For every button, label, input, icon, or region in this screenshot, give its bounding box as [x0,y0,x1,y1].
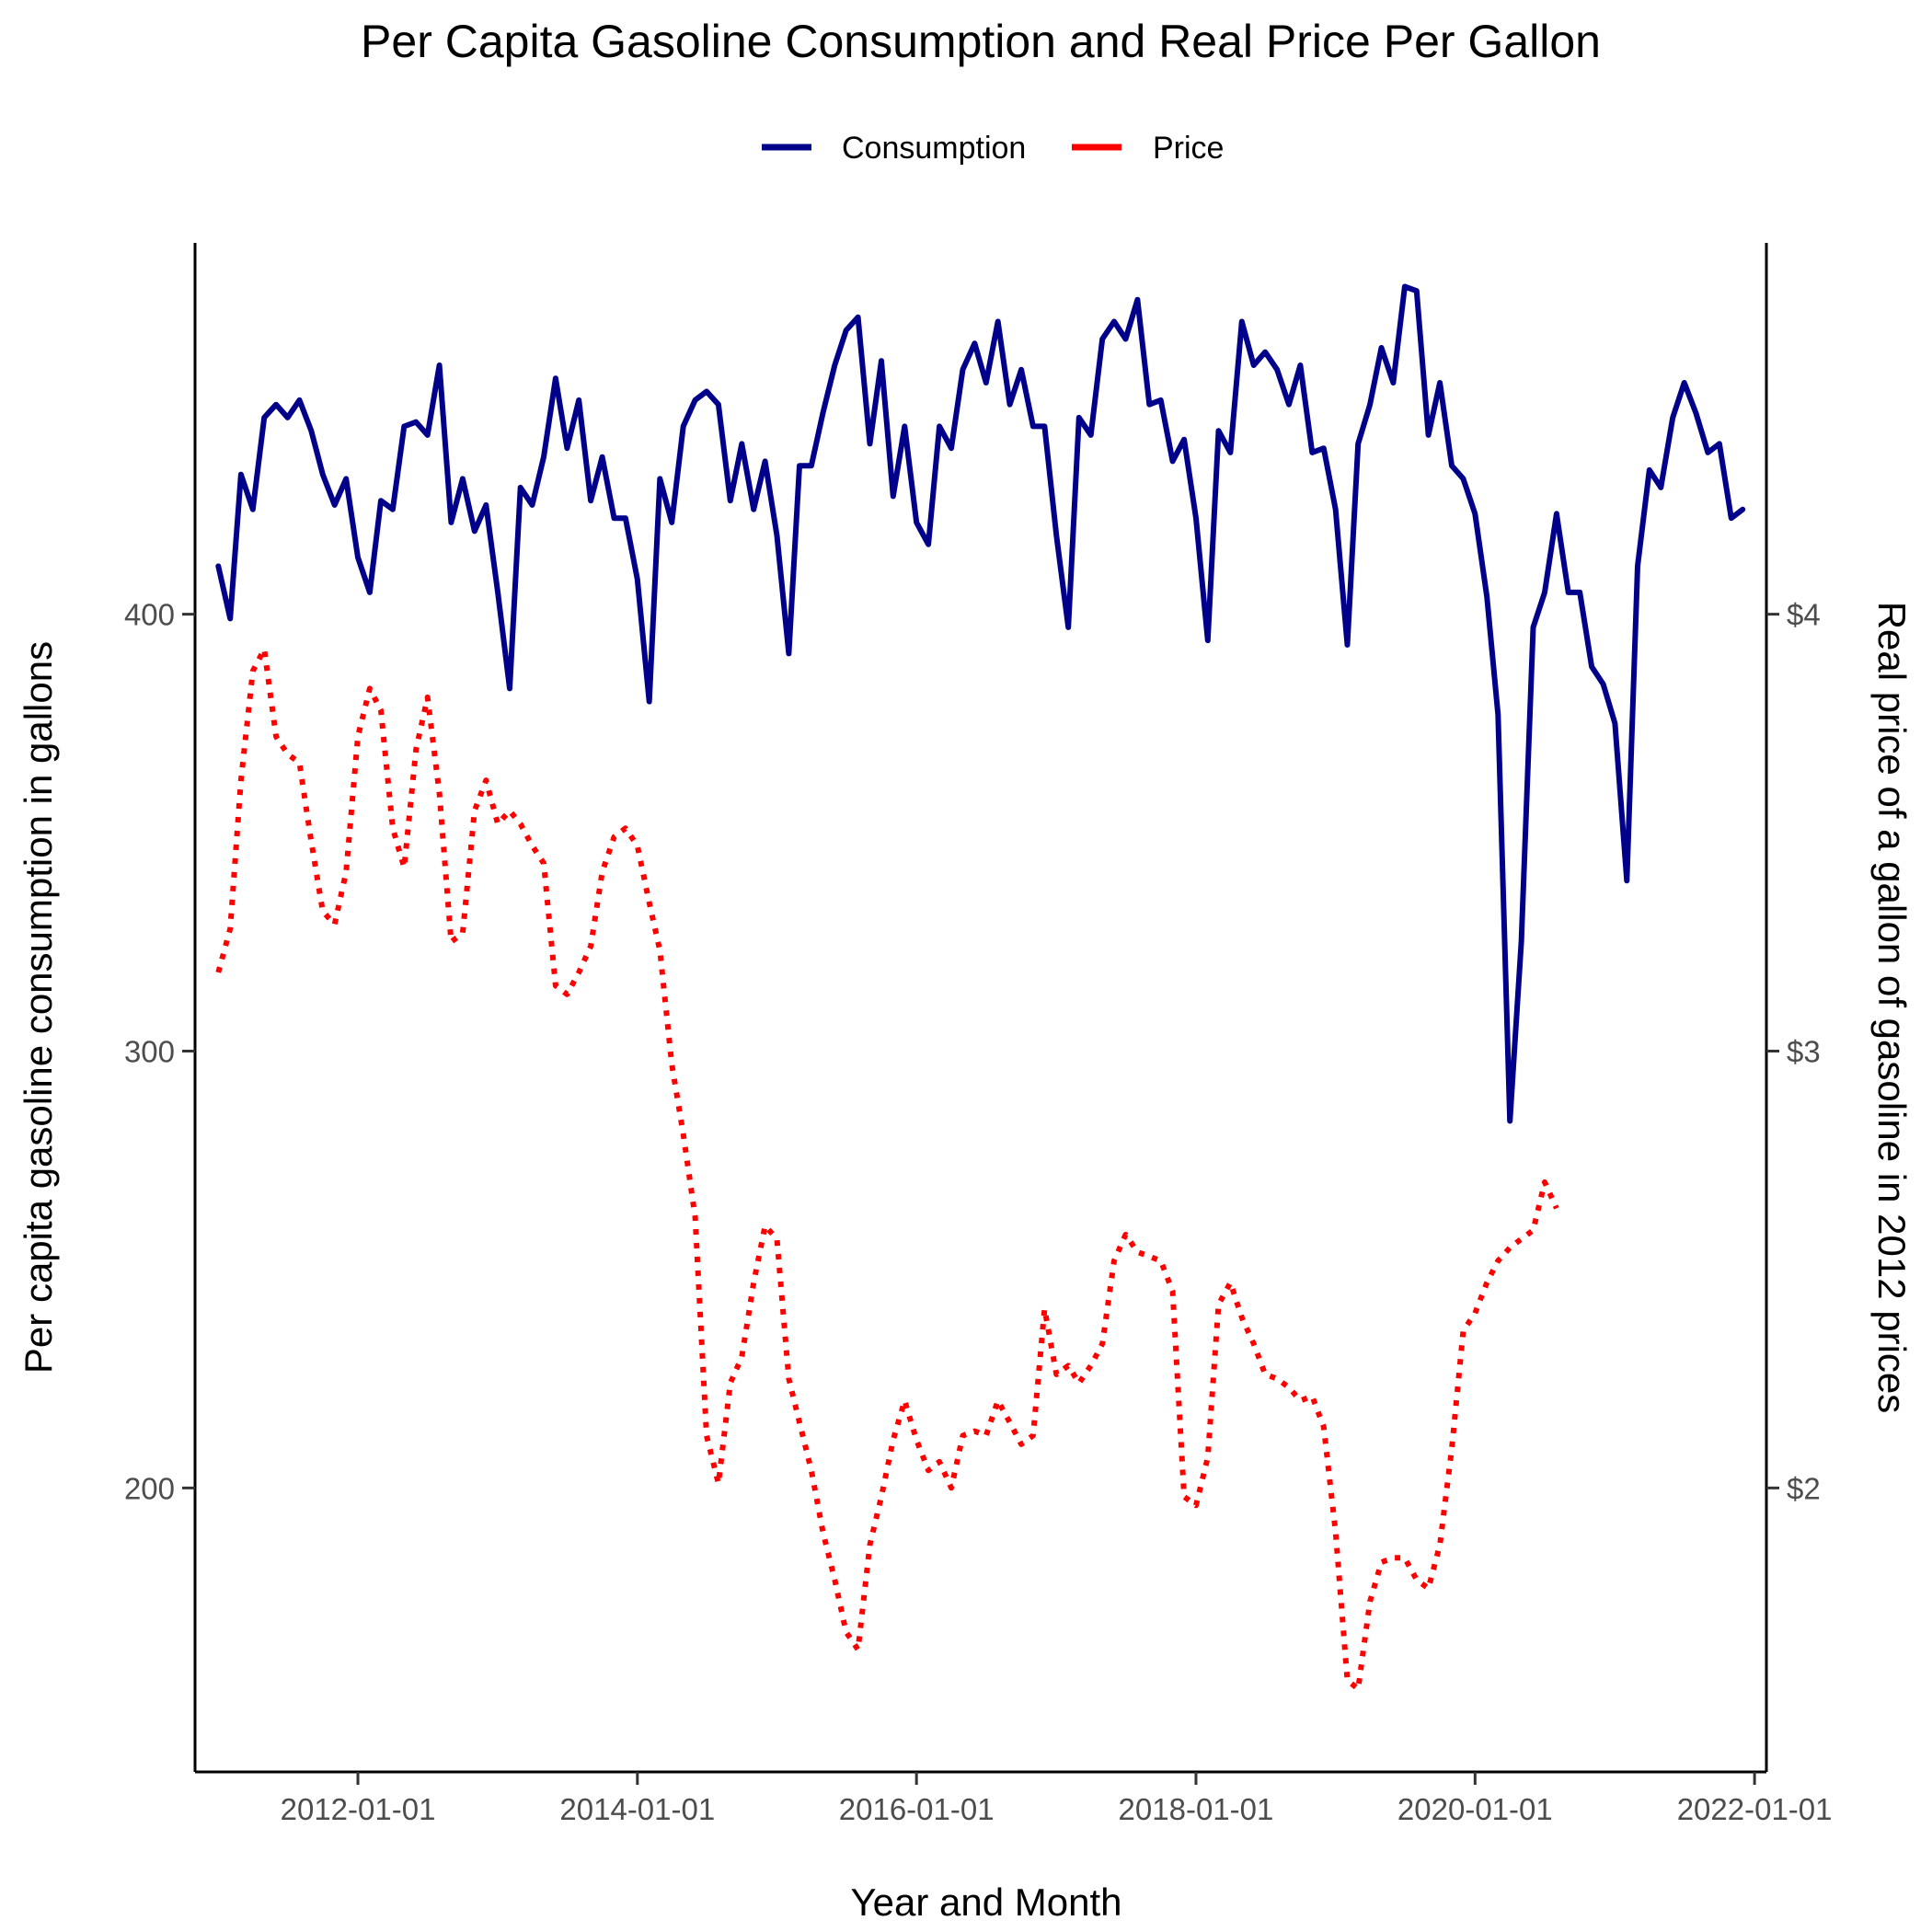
y-tick-label: 200 [124,1471,175,1505]
y2-tick-label: $4 [1787,598,1821,632]
x-tick-label: 2016-01-01 [839,1792,995,1826]
y2-tick-label: $2 [1787,1471,1821,1505]
legend-consumption-label: Consumption [842,131,1026,166]
y-axis-ticks: 200 300 400 [124,598,195,1505]
x-tick-label: 2020-01-01 [1397,1792,1553,1826]
y2-axis-ticks: $2 $3 $4 [1766,598,1821,1505]
x-axis-ticks: 2012-01-01 2014-01-01 2016-01-01 2018-01-01… [281,1772,1833,1826]
chart-title: Per Capita Gasoline Consumption and Real… [361,16,1601,67]
y-axis-title: Per capita gasoline consumption in gallo… [17,641,60,1374]
legend-price-label: Price [1153,131,1224,166]
legend: Consumption Price [762,131,1224,166]
series-layer [215,283,1746,1692]
x-tick-label: 2014-01-01 [559,1792,715,1826]
y-tick-label: 400 [124,598,175,632]
y-tick-label: 300 [124,1034,175,1068]
x-tick-label: 2018-01-01 [1119,1792,1274,1826]
x-tick-label: 2012-01-01 [281,1792,436,1826]
x-tick-label: 2022-01-01 [1677,1792,1833,1826]
series-line-consumption [215,283,1746,1124]
x-axis-title: Year and Month [850,1880,1121,1924]
y2-axis-title: Real price of a gallon of gasoline in 20… [1870,602,1914,1414]
y2-tick-label: $3 [1787,1034,1821,1068]
series-line-price [215,646,1559,1692]
